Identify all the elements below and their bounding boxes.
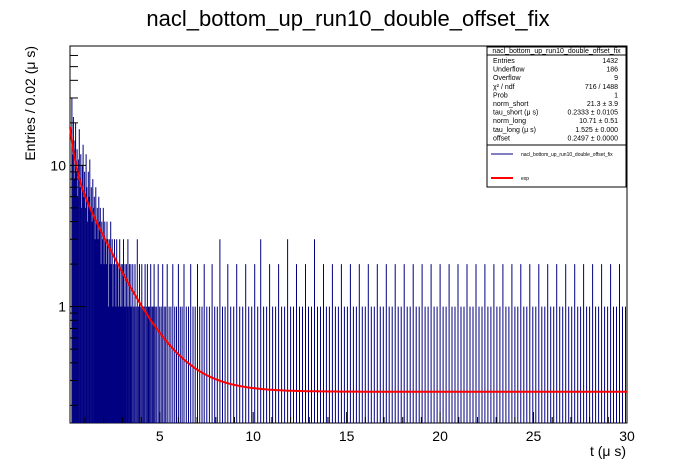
stats-row-value: 9 [614,75,618,82]
stats-row-label: tau_short (μ s) [493,110,538,117]
x-axis-label: t (μ s) [590,443,626,459]
x-tick-label: 5 [156,428,164,444]
stats-row-value: 21.3 ± 3.9 [587,101,618,108]
stats-row-value: 0.2333 ± 0.0105 [567,110,618,117]
x-tick-label: 20 [432,428,448,444]
y-axis-label: Entries / 0.02 (μ s) [22,46,38,161]
stats-row-label: χ² / ndf [493,84,515,91]
stats-row-value: 1 [614,92,618,99]
chart-title: nacl_bottom_up_run10_double_offset_fix [146,6,549,31]
stats-box: nacl_bottom_up_run10_double_offset_fix E… [486,46,627,188]
legend-label: nacl_bottom_up_run10_double_offset_fix [521,152,613,158]
stats-row-value: 10.71 ± 0.51 [579,118,618,125]
y-axis-ticks: 1 10 [50,54,86,406]
y-tick-label: 10 [50,157,66,173]
stats-row-label: Entries [493,58,515,65]
stats-box-frame [486,46,627,188]
y-tick-label: 1 [58,299,66,315]
stats-row-label: Overflow [493,75,522,82]
x-tick-label: 10 [245,428,261,444]
stats-row-value: 1432 [602,58,618,65]
plot-area: 5 10 15 20 25 30 1 10 [50,45,635,444]
stats-row-label: offset [493,135,510,142]
stats-row-label: tau_long (μ s) [493,127,536,134]
plot-frame [69,45,628,424]
stats-row-label: norm_long [493,118,526,125]
stats-row-value: 0.2497 ± 0.0000 [567,135,618,142]
legend: nacl_bottom_up_run10_double_offset_fixex… [491,152,613,182]
stats-row-label: Underflow [493,67,525,74]
stats-row-value: 186 [606,67,618,74]
x-tick-label: 15 [339,428,355,444]
stats-rows: Entries 1432 Underflow 186 Overflow 9 χ² / ndf… [493,58,618,142]
fit-series [69,126,627,393]
histogram-series [71,98,626,423]
stats-row-value: 716 / 1488 [585,84,618,91]
stats-row-label: norm_short [493,101,528,108]
fit-curve [69,126,627,393]
stats-row-label: Prob [493,92,508,99]
stats-box-title: nacl_bottom_up_run10_double_offset_fix [492,48,621,55]
x-tick-label: 30 [619,428,635,444]
x-axis-ticks: 5 10 15 20 25 30 [84,412,635,444]
stats-row-value: 1.525 ± 0.000 [575,127,618,134]
x-tick-label: 25 [526,428,542,444]
legend-label: exp [521,176,529,182]
